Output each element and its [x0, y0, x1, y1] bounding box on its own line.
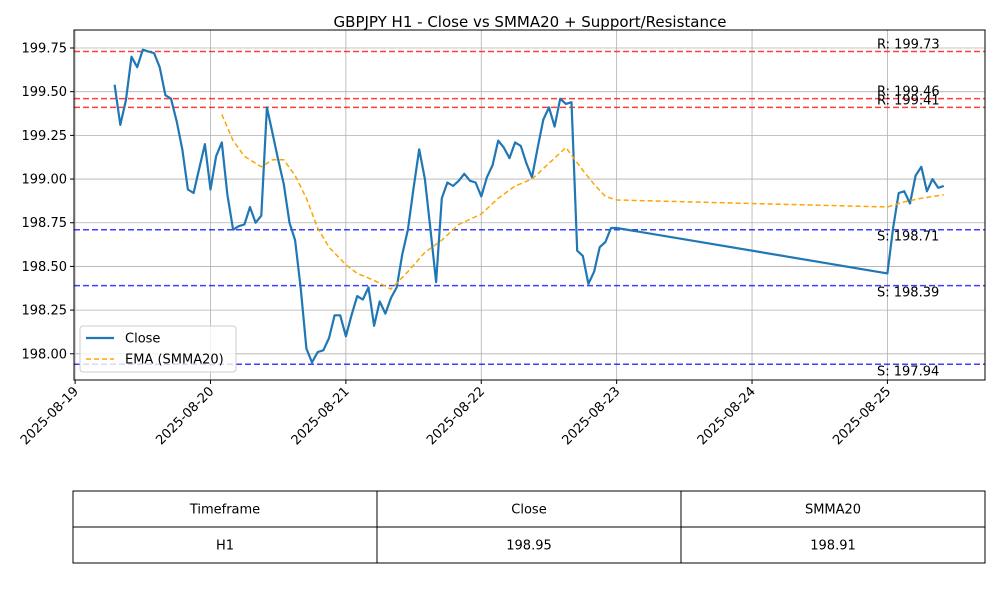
- y-tick-label: 198.75: [22, 216, 68, 231]
- table-cell: [376, 490, 682, 528]
- legend: Close EMA (SMMA20): [79, 325, 237, 373]
- legend-box: [79, 325, 237, 373]
- table-cell: [680, 490, 986, 528]
- y-tick-label: 198.00: [22, 347, 68, 362]
- x-tick-label: 2025-08-20: [153, 384, 217, 448]
- level-label: S: 197.94: [877, 364, 939, 379]
- chart-title: GBPJPY H1 - Close vs SMMA20 + Support/Re…: [334, 13, 727, 31]
- level-label: R: 199.46: [877, 85, 940, 100]
- level-label: R: 199.73: [877, 37, 940, 52]
- table-text: Close: [511, 503, 546, 518]
- table-text: 198.95: [506, 539, 552, 554]
- table-text: H1: [216, 539, 234, 554]
- table-cell: [680, 526, 986, 564]
- table-cell: [72, 526, 378, 564]
- x-tick-label: 2025-08-25: [830, 384, 894, 448]
- legend-label: EMA (SMMA20): [125, 353, 224, 368]
- legend-label: Close: [125, 332, 160, 347]
- table-text: SMMA20: [805, 503, 861, 518]
- level-label: S: 198.39: [877, 286, 939, 301]
- x-tick-label: 2025-08-24: [695, 384, 759, 448]
- x-tick-label: 2025-08-22: [424, 384, 488, 448]
- y-tick-label: 199.25: [22, 129, 68, 144]
- y-tick-label: 198.50: [22, 260, 68, 275]
- series-line: [221, 114, 944, 290]
- series-line: [113, 48, 945, 364]
- data-table: Timeframe Close SMMA20 H1 198.95 198.91: [72, 490, 986, 564]
- table-text: 198.91: [810, 539, 856, 554]
- y-tick-label: 199.00: [22, 173, 68, 188]
- y-tick-label: 199.50: [22, 85, 68, 100]
- table-text: Timeframe: [189, 503, 260, 518]
- x-tick-label: 2025-08-19: [18, 384, 82, 448]
- y-tick-label: 199.75: [22, 41, 68, 56]
- plot-area: 198.00 198.25 198.50 198.75 199.00 199.25 199.…: [18, 29, 986, 448]
- table-cell: [376, 526, 682, 564]
- plot-frame: [73, 29, 986, 381]
- level-label: S: 198.71: [877, 230, 939, 245]
- x-tick-label: 2025-08-21: [289, 384, 353, 448]
- x-tick-label: 2025-08-23: [559, 384, 623, 448]
- y-tick-label: 198.25: [22, 304, 68, 319]
- level-label: R: 199.41: [877, 93, 940, 108]
